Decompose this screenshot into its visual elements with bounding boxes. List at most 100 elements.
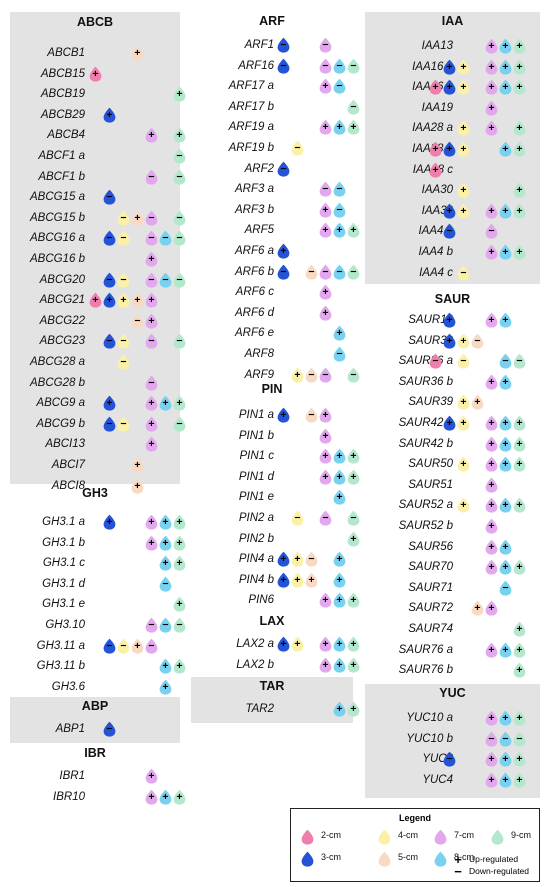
- expression-drop-4-cm: +: [457, 203, 470, 219]
- expression-drop-7-cm: +: [485, 456, 498, 472]
- up-regulated-sign: +: [148, 536, 155, 549]
- up-regulated-sign: +: [336, 638, 343, 650]
- expression-drop-4-cm: +: [291, 551, 304, 567]
- up-regulated-sign: +: [460, 81, 467, 94]
- panel-abp: ABP ABP1 −: [10, 697, 180, 743]
- expression-drop-7-cm: +: [319, 284, 332, 300]
- gene-name: ARF6 b: [235, 265, 274, 278]
- down-regulated-sign: −: [106, 639, 113, 652]
- up-regulated-sign: +: [460, 60, 467, 73]
- gene-name: GH3.1 b: [42, 536, 85, 549]
- gene-name: SAUR71: [408, 581, 453, 594]
- legend-symbol-label: Up-regulated: [469, 854, 519, 864]
- gene-row: ARF17 a + −: [191, 78, 353, 94]
- gene-row: SAUR51 +: [365, 477, 540, 493]
- up-regulated-sign: +: [460, 417, 467, 429]
- up-regulated-sign: +: [322, 638, 329, 650]
- expression-drop-8-cm: +: [499, 436, 512, 452]
- up-regulated-sign: +: [336, 224, 343, 237]
- down-regulated-sign: −: [322, 368, 329, 381]
- gene-row: IAA4 c −: [365, 265, 540, 281]
- up-regulated-sign: +: [162, 557, 169, 570]
- expression-drop-7-cm: −: [319, 264, 332, 280]
- gene-name: ABCB1: [47, 47, 85, 59]
- expression-drop-7-cm: −: [319, 367, 332, 383]
- up-regulated-sign: +: [322, 286, 329, 299]
- expression-drop-4-cm: +: [291, 636, 304, 652]
- expression-drop-4-cm: +: [457, 415, 470, 431]
- up-regulated-sign: +: [502, 712, 509, 724]
- up-regulated-sign: +: [502, 561, 509, 574]
- gene-row: SAUR74 +: [365, 621, 540, 637]
- gene-row: YUC3− + + +: [365, 751, 540, 767]
- gene-row: GH3.1 b + + +: [10, 535, 186, 551]
- gene-name: IAA4 b: [418, 246, 453, 258]
- gene-name: IAA13: [421, 40, 453, 52]
- gene-row: ARF6 c +: [191, 284, 353, 300]
- gene-row: ARF6 a +: [191, 243, 353, 259]
- gene-row: PIN4 b + + + +: [191, 572, 353, 588]
- up-regulated-sign: +: [148, 790, 155, 803]
- down-regulated-sign: −: [134, 314, 141, 327]
- gene-row: YUC4 + + +: [365, 772, 540, 788]
- expression-drop-8-cm: +: [499, 59, 512, 75]
- up-regulated-sign: +: [148, 314, 155, 327]
- gene-name: LAX2 b: [236, 658, 274, 671]
- up-regulated-sign: +: [488, 458, 495, 471]
- expression-drop-8-cm: +: [333, 448, 346, 464]
- up-regulated-sign: +: [92, 294, 99, 307]
- legend-drop-4-cm: [378, 829, 391, 850]
- gene-row: PIN6 + + +: [191, 592, 360, 608]
- gene-row: IAA4 b + + +: [365, 244, 540, 260]
- expression-drop-9-cm: +: [513, 203, 526, 219]
- gene-name: PIN6: [248, 594, 274, 607]
- up-regulated-sign: +: [350, 450, 357, 463]
- up-regulated-sign: +: [162, 536, 169, 549]
- expression-drop-7-cm: +: [319, 428, 332, 444]
- expression-drop-8-cm: +: [499, 312, 512, 328]
- gene-row: ABCB15 +: [10, 66, 180, 82]
- up-regulated-sign: +: [516, 499, 523, 512]
- expression-drop-4-cm: −: [457, 353, 470, 369]
- up-regulated-sign: +: [516, 204, 523, 217]
- gene-row: PIN1 c + + +: [191, 448, 360, 464]
- expression-drop-4-cm: −: [457, 265, 470, 281]
- expression-drop-7-cm: −: [485, 223, 498, 239]
- up-regulated-sign: +: [162, 680, 169, 693]
- gene-row: ARF1− −: [191, 37, 353, 53]
- gene-row: IAA16 a + + + + +: [365, 59, 540, 75]
- up-regulated-sign: +: [502, 60, 509, 73]
- down-regulated-sign: −: [322, 39, 329, 51]
- legend-symbol: +: [454, 852, 462, 867]
- down-regulated-sign: −: [516, 732, 523, 745]
- gene-name: SAUR51: [408, 478, 453, 491]
- gene-name: SAUR74: [408, 623, 453, 635]
- up-regulated-sign: +: [148, 516, 155, 528]
- expression-drop-4-cm: −: [117, 638, 130, 654]
- expression-drop-2-cm: +: [89, 66, 102, 82]
- gene-name: PIN1 e: [238, 491, 274, 504]
- expression-drop-7-cm: +: [485, 539, 498, 555]
- expression-drop-5-cm: −: [305, 367, 318, 383]
- expression-drop-4-cm: −: [117, 272, 130, 288]
- gene-name: SAUR52 a: [398, 499, 453, 512]
- expression-drop-3-cm: −: [443, 223, 456, 239]
- panel-gh3: GH3 GH3.1 a + + + + GH3.1 b + + + GH3.1 c + + GH3.1 d…: [10, 484, 186, 695]
- expression-drop-2-cm: +: [429, 162, 442, 178]
- legend-label: 8-cm: [454, 852, 474, 862]
- down-regulated-sign: −: [106, 273, 113, 286]
- up-regulated-sign: +: [488, 81, 495, 94]
- up-regulated-sign: +: [502, 753, 509, 766]
- gene-name: ABCG22: [39, 314, 85, 327]
- expression-drop-3-cm: −: [443, 751, 456, 767]
- expression-drop-7-cm: +: [145, 768, 158, 784]
- gene-row: GH3.1 c + +: [10, 555, 186, 571]
- expression-drop-5-cm: +: [131, 638, 144, 654]
- expression-drop-8-cm: +: [333, 636, 346, 652]
- expression-drop-8-cm: +: [499, 38, 512, 54]
- expression-drop-5-cm: −: [305, 264, 318, 280]
- gene-row: PIN1 d + + +: [191, 469, 360, 485]
- up-regulated-sign: +: [488, 437, 495, 450]
- up-regulated-sign: +: [336, 703, 343, 715]
- down-regulated-sign: −: [176, 232, 183, 245]
